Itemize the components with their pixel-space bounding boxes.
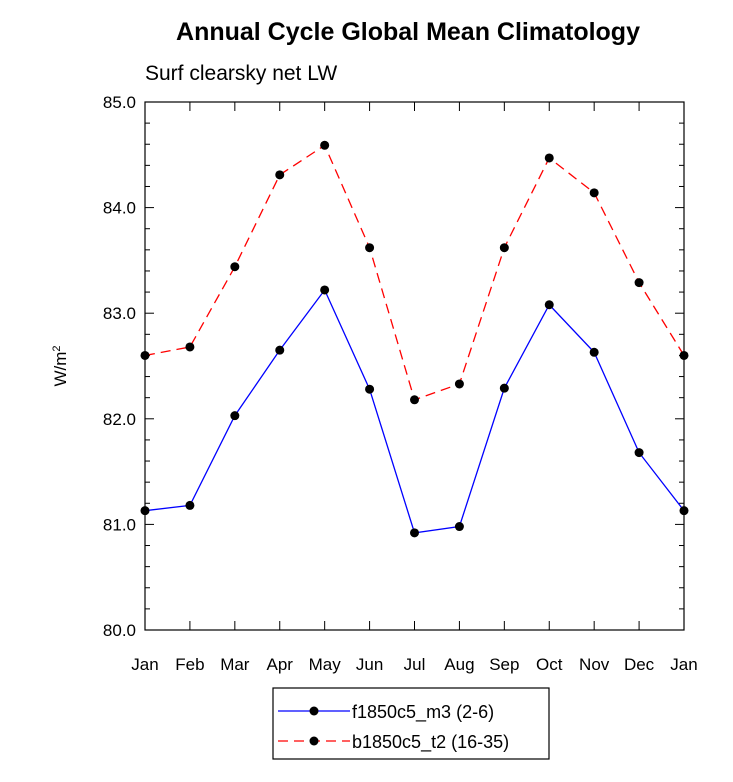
x-tick-label: Apr [267,655,294,674]
y-axis-label: W/m2 [51,345,70,386]
series-2-point [410,395,419,405]
plot-area [144,101,685,631]
y-axis-label-exponent: 2 [51,345,63,351]
x-tick-label: Jan [670,655,697,674]
x-tick-label: Mar [220,655,250,674]
series-1-point [320,285,330,295]
y-tick-label: 83.0 [103,304,136,323]
chart-subtitle: Surf clearsky net LW [145,62,337,85]
series-2-point [589,188,599,198]
x-tick-label: Aug [444,655,474,674]
chart-title: Annual Cycle Global Mean Climatology [176,18,640,46]
series-layer [140,140,689,538]
series-1-point [499,383,509,393]
series-line-1 [144,288,685,534]
x-axis: Jan Feb Mar Apr May Jun Jul Aug Sep Oct Nov Dec Jan [131,102,698,674]
y-axis: 80.0 81.0 82.0 83.0 84.0 85.0 [103,93,684,640]
series-line-2 [144,144,685,401]
x-tick-label: Oct [536,655,563,674]
series-2-point [140,350,150,360]
x-tick-label: Dec [624,655,655,674]
y-tick-label: 85.0 [103,93,136,112]
series-2-point [230,262,240,272]
x-tick-label: May [309,655,342,674]
series-1-point [544,300,554,310]
series-1-point [410,528,419,538]
series-1-point [185,500,195,510]
series-2-point [275,170,285,180]
plot-frame [144,101,685,631]
x-tick-label: Jan [131,655,158,674]
series-1-point [140,506,150,516]
legend: f1850c5_m3 (2-6) b1850c5_t2 (16-35) [272,687,550,760]
series-1-point [634,448,644,458]
series-2-point [454,379,464,389]
series-2-point [544,153,554,163]
series-2-point [320,140,330,150]
series-1-point [365,384,375,394]
y-tick-label: 80.0 [103,621,136,640]
x-tick-label: Nov [579,655,610,674]
legend-box [272,687,550,760]
legend-label-2: b1850c5_t2 (16-35) [352,732,509,753]
series-2-point [634,278,644,288]
series-2-point [679,350,689,360]
series-2-point [185,342,195,352]
x-tick-label: Jul [404,655,426,674]
legend-label-1: f1850c5_m3 (2-6) [352,702,494,723]
x-tick-label: Feb [175,655,204,674]
series-1-point [275,345,285,355]
y-tick-label: 82.0 [103,410,136,429]
y-tick-label: 81.0 [103,515,136,534]
series-1-point [230,411,240,421]
legend-marker-1 [309,706,319,716]
x-tick-label: Jun [356,655,383,674]
legend-marker-2 [309,736,319,746]
y-tick-label: 84.0 [103,199,136,218]
series-2-point [499,243,509,253]
y-axis-label-unit: W/m [51,352,70,387]
series-1-point [679,506,689,516]
series-1-point [454,522,464,532]
series-2-point [365,243,375,253]
x-tick-label: Sep [489,655,519,674]
series-1-point [589,347,599,357]
